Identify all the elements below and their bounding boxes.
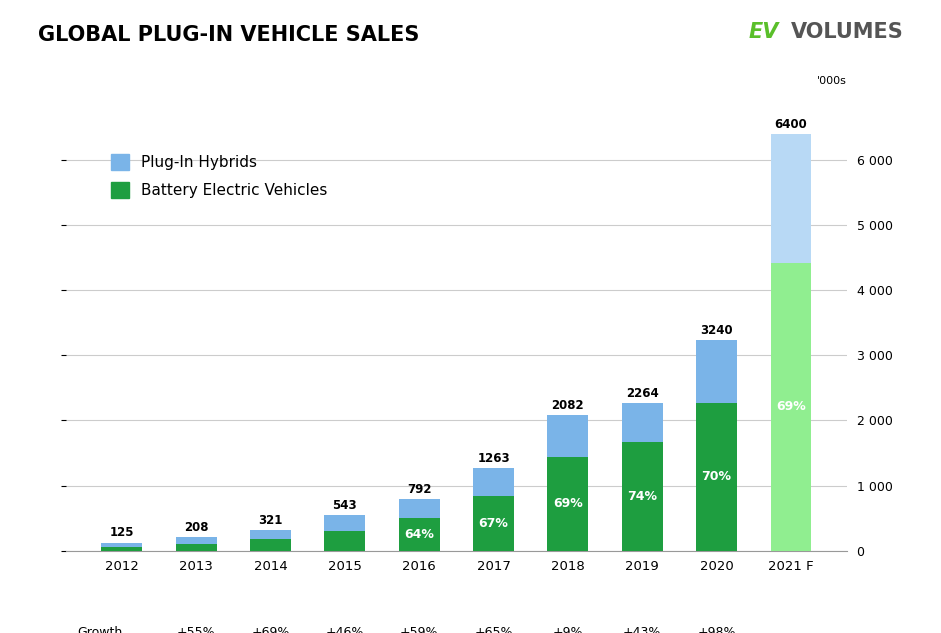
Text: EV: EV: [748, 22, 778, 42]
Bar: [473, 468, 514, 496]
Bar: [771, 263, 811, 551]
Legend: Plug-In Hybrids, Battery Electric Vehicles: Plug-In Hybrids, Battery Electric Vehicl…: [104, 148, 334, 204]
Text: +98%: +98%: [697, 625, 736, 633]
Bar: [622, 403, 662, 442]
Text: 321: 321: [259, 513, 282, 527]
Text: +69%: +69%: [251, 625, 290, 633]
Text: GLOBAL PLUG-IN VEHICLE SALES: GLOBAL PLUG-IN VEHICLE SALES: [38, 25, 419, 46]
Text: 2082: 2082: [551, 399, 584, 412]
Text: 543: 543: [332, 499, 358, 512]
Bar: [325, 515, 365, 531]
Bar: [250, 530, 291, 539]
Bar: [696, 403, 737, 551]
Text: 69%: 69%: [776, 401, 805, 413]
Text: 74%: 74%: [628, 490, 657, 503]
Text: 2264: 2264: [626, 387, 659, 400]
Text: +43%: +43%: [623, 625, 662, 633]
Bar: [399, 518, 439, 551]
Bar: [399, 499, 439, 518]
Text: 64%: 64%: [405, 528, 434, 541]
Text: 3240: 3240: [700, 323, 733, 337]
Bar: [473, 496, 514, 551]
Text: 792: 792: [407, 483, 432, 496]
Text: +55%: +55%: [177, 625, 215, 633]
Text: 70%: 70%: [702, 470, 731, 484]
Bar: [176, 544, 216, 551]
Bar: [102, 547, 142, 551]
Text: +65%: +65%: [474, 625, 513, 633]
Bar: [696, 340, 737, 403]
Text: '000s: '000s: [817, 76, 847, 86]
Text: 69%: 69%: [553, 498, 582, 510]
Text: 208: 208: [183, 521, 208, 534]
Bar: [548, 415, 588, 457]
Text: VOLUMES: VOLUMES: [790, 22, 903, 42]
Bar: [771, 134, 811, 263]
Text: +46%: +46%: [326, 625, 364, 633]
Bar: [102, 542, 142, 547]
Bar: [176, 537, 216, 544]
Bar: [622, 442, 662, 551]
Text: +9%: +9%: [552, 625, 583, 633]
Text: 67%: 67%: [479, 517, 508, 530]
Text: 125: 125: [109, 526, 134, 539]
Bar: [548, 457, 588, 551]
Text: +59%: +59%: [400, 625, 439, 633]
Text: 1263: 1263: [477, 452, 510, 465]
Text: 6400: 6400: [774, 118, 807, 131]
Text: Growth: Growth: [77, 625, 122, 633]
Bar: [325, 531, 365, 551]
Bar: [250, 539, 291, 551]
